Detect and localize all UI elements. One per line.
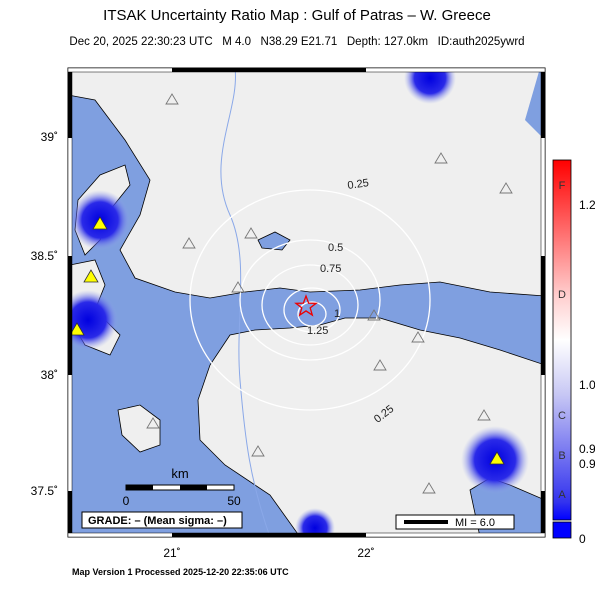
station bbox=[422, 482, 436, 494]
mi-legend-box bbox=[395, 514, 515, 530]
lat-label: 38.5˚ bbox=[31, 249, 58, 263]
scale-start: 0 bbox=[123, 494, 130, 508]
colorbar-label: 0 bbox=[579, 532, 586, 546]
colorbar-label: 0.9 bbox=[579, 457, 595, 471]
island bbox=[117, 404, 161, 453]
grade-letter: D bbox=[558, 289, 566, 301]
colorbar: F D C B A 1.2 1.0 0.9 0.9 0 bbox=[552, 159, 595, 546]
lon-label: 21˚ bbox=[163, 546, 180, 560]
station bbox=[251, 445, 265, 457]
station bbox=[69, 322, 85, 336]
contour-label: 0.75 bbox=[320, 263, 341, 275]
contour-label: 0.5 bbox=[328, 242, 343, 254]
contours bbox=[189, 189, 431, 411]
contour bbox=[283, 287, 341, 333]
station bbox=[182, 237, 196, 249]
station bbox=[499, 182, 513, 194]
grade-letter: B bbox=[558, 450, 565, 462]
station bbox=[489, 451, 505, 465]
lat-label: 37.5˚ bbox=[31, 484, 58, 498]
colorbar-ramp bbox=[552, 159, 572, 521]
frame-ticks bbox=[67, 67, 546, 538]
station bbox=[231, 281, 245, 293]
mi-legend: MI = 6.0 bbox=[455, 517, 495, 529]
title: ITSAK Uncertainty Ratio Map : Gulf of Pa… bbox=[103, 7, 491, 24]
station bbox=[165, 93, 179, 105]
scale-unit: km bbox=[171, 466, 188, 481]
scale-end: 50 bbox=[227, 494, 241, 508]
grade-letter: F bbox=[559, 180, 566, 192]
lat-label: 38˚ bbox=[41, 368, 58, 382]
contour-label: 0.25 bbox=[347, 177, 370, 192]
contour-label: 1 bbox=[334, 308, 340, 320]
epicenter bbox=[294, 294, 318, 317]
contour bbox=[261, 264, 359, 346]
grade: GRADE: – (Mean sigma: –) bbox=[88, 515, 227, 527]
station bbox=[434, 152, 448, 164]
stations-active bbox=[69, 216, 505, 465]
station bbox=[367, 309, 381, 321]
contour bbox=[297, 301, 327, 327]
low-ratio-zone bbox=[404, 68, 456, 104]
colorbar-min bbox=[552, 521, 572, 539]
sea bbox=[68, 94, 545, 537]
station bbox=[83, 269, 99, 283]
grade-box bbox=[81, 511, 243, 529]
colorbar-label: 0.9 bbox=[579, 442, 595, 456]
subtitle: Dec 20, 2025 22:30:23 UTC M 4.0 N38.29 E… bbox=[69, 36, 524, 48]
stations bbox=[146, 93, 513, 494]
lon-label: 22˚ bbox=[357, 546, 374, 560]
grade-letter: C bbox=[558, 410, 566, 422]
colorbar-label: 1.2 bbox=[579, 198, 595, 212]
low-ratio-zone bbox=[295, 508, 335, 537]
footer: Map Version 1 Processed 2025-12-20 22:35… bbox=[72, 567, 289, 577]
station bbox=[146, 417, 160, 429]
colorbar-label: 1.0 bbox=[579, 378, 595, 392]
scale-bar bbox=[180, 485, 207, 490]
station bbox=[373, 359, 387, 371]
sea bbox=[525, 68, 545, 140]
map-area: 0.25 0.5 0.75 1 1.25 0.25 k bbox=[68, 68, 545, 537]
contour-label: 1.25 bbox=[307, 325, 328, 337]
station bbox=[477, 409, 491, 421]
lat-label: 39˚ bbox=[41, 130, 58, 144]
scale-bar bbox=[126, 485, 153, 490]
contour bbox=[239, 239, 381, 361]
contour bbox=[189, 189, 431, 411]
grade-letter: A bbox=[558, 489, 566, 501]
low-ratio-zone bbox=[68, 290, 118, 350]
station bbox=[92, 216, 108, 230]
station bbox=[244, 227, 258, 239]
station bbox=[411, 331, 425, 343]
